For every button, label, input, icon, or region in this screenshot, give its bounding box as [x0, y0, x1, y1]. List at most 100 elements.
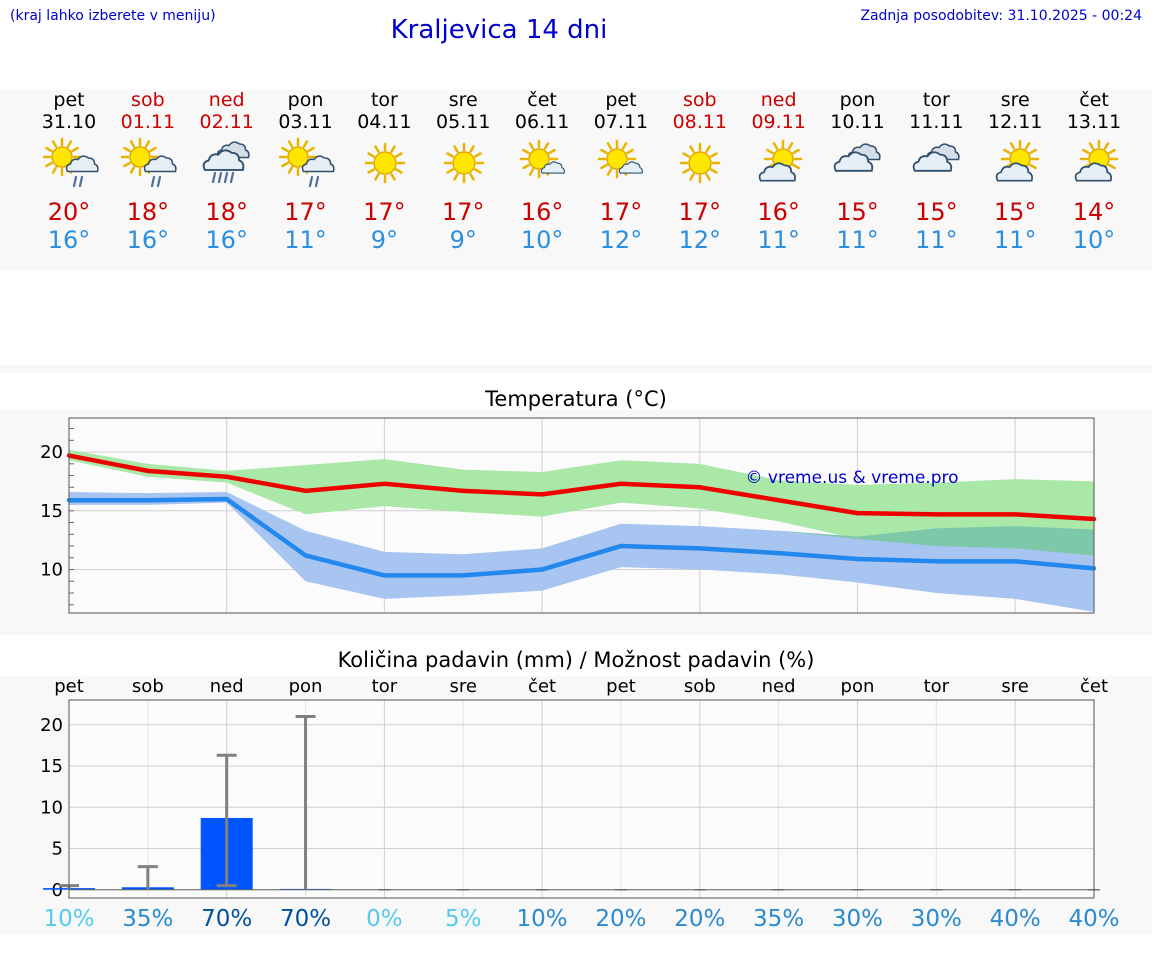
- page-title: Kraljevica 14 dni: [390, 15, 608, 45]
- plot-frame: [68, 417, 1095, 614]
- temp-min: 9°: [370, 226, 399, 254]
- temp-max: 17°: [599, 198, 643, 226]
- sun-icon: [364, 142, 406, 184]
- max-temp-point: [697, 485, 702, 490]
- day-date: 12.11: [987, 111, 1043, 133]
- temp-min: 10°: [1072, 226, 1116, 254]
- min-temp-point: [697, 546, 702, 551]
- min-temp-point: [618, 543, 624, 549]
- day-date: 08.11: [672, 111, 727, 133]
- y-tick-label: 0: [52, 880, 63, 901]
- sun-small-cloud-icon: [519, 139, 565, 179]
- min-temp-point: [303, 553, 308, 558]
- cloud-heavy-rain-icon: [202, 141, 250, 184]
- temp-min: 11°: [836, 226, 879, 254]
- sun-cloud-icon: [1074, 139, 1118, 182]
- temp-max: 20°: [47, 198, 91, 226]
- rain-probability: 70%: [201, 906, 252, 932]
- min-temp-point: [145, 498, 151, 503]
- day-date: 06.11: [514, 111, 570, 133]
- x-day-label: ned: [210, 676, 244, 697]
- temp-max: 15°: [836, 198, 879, 226]
- sun-cloud-rain-icon: [278, 137, 335, 188]
- day-name: sre: [1000, 89, 1030, 111]
- min-temp-point: [461, 573, 466, 578]
- y-tick-label: 5: [52, 839, 63, 860]
- day-name: ned: [760, 89, 797, 111]
- temp-max: 16°: [520, 198, 564, 226]
- sun-cloud-icon: [758, 139, 803, 182]
- day-column: sre 05.11 17° 9°: [424, 88, 503, 254]
- x-day-label: tor: [924, 676, 950, 697]
- x-day-label: sob: [132, 676, 164, 697]
- max-temp-point: [145, 468, 151, 474]
- daily-forecast: pet 31.10 20° 16° sob 01.11 18° 16° ned 02.11 18° 1…: [30, 88, 1134, 258]
- y-tick-label: 20: [40, 442, 63, 463]
- temp-min: 11°: [993, 226, 1037, 254]
- rain-probability: 30%: [832, 906, 883, 932]
- y-tick-label: 15: [40, 501, 63, 522]
- day-date: 04.11: [357, 111, 412, 133]
- rain-probability: 30%: [911, 906, 962, 932]
- x-day-label: čet: [1080, 676, 1108, 697]
- day-column: tor 04.11 17° 9°: [345, 88, 424, 254]
- temp-max: 17°: [678, 198, 722, 226]
- temp-max: 15°: [993, 198, 1037, 226]
- temp-max: 17°: [284, 198, 327, 226]
- x-day-label: pon: [841, 676, 875, 697]
- temp-min: 10°: [520, 226, 564, 254]
- day-date: 10.11: [830, 111, 885, 133]
- day-name: tor: [370, 89, 398, 111]
- day-date: 09.11: [751, 111, 806, 133]
- day-name: čet: [527, 89, 557, 111]
- y-tick-label: 20: [40, 715, 63, 736]
- temp-max: 18°: [205, 198, 248, 226]
- day-name: sre: [448, 89, 478, 111]
- rain-probability: 0%: [366, 906, 403, 932]
- day-column: ned 09.11 16° 11°: [739, 88, 818, 254]
- cloud-icon: [833, 143, 881, 172]
- day-date: 05.11: [436, 111, 491, 133]
- separator-band: [0, 365, 1152, 373]
- precipitation-chart: 0 5 10 15 20 pet sob ned pon tor sre čet pet sob ned po…: [40, 676, 1119, 932]
- x-day-label: sre: [1001, 676, 1028, 697]
- x-day-label: pet: [606, 676, 636, 697]
- x-day-label: ned: [762, 676, 796, 697]
- max-temp-point: [618, 481, 624, 486]
- precipitation-chart-title: Količina padavin (mm) / Možnost padavin …: [337, 648, 815, 672]
- temp-max: 17°: [363, 198, 406, 226]
- temp-min: 16°: [126, 226, 170, 254]
- max-temp-point: [934, 512, 939, 517]
- day-date: 31.10: [41, 111, 97, 133]
- max-temp-line: [68, 453, 1095, 522]
- temp-min: 11°: [915, 226, 958, 254]
- temp-min: 12°: [599, 226, 643, 254]
- day-name: ned: [208, 89, 245, 111]
- day-column: ned 02.11 18° 16°: [187, 88, 266, 254]
- min-temp-point: [539, 567, 545, 572]
- min-temp-point: [224, 496, 229, 502]
- temp-max: 14°: [1072, 198, 1116, 226]
- day-date: 07.11: [593, 111, 649, 133]
- day-name: pon: [839, 89, 876, 111]
- sun-cloud-icon: [995, 139, 1039, 182]
- x-day-label: tor: [372, 676, 398, 697]
- rain-probability: 35%: [122, 906, 173, 932]
- location-menu-hint[interactable]: (kraj lahko izberete v meniju): [10, 8, 216, 24]
- rain-probability: 20%: [595, 906, 646, 932]
- temp-min: 9°: [449, 226, 477, 254]
- rain-probability: 35%: [753, 906, 804, 932]
- day-name: pon: [287, 89, 324, 111]
- x-day-label: čet: [528, 676, 556, 697]
- y-tick-label: 10: [40, 797, 63, 818]
- rain-probability: 40%: [990, 906, 1041, 932]
- day-column: sob 01.11 18° 16°: [108, 88, 187, 254]
- max-temp-point: [1012, 512, 1018, 517]
- x-day-label: pet: [54, 676, 84, 697]
- temp-max: 18°: [126, 198, 170, 226]
- temperature-chart: 10 15 20 © vreme.us & vreme.pro: [40, 417, 1097, 614]
- temp-min: 11°: [284, 226, 327, 254]
- rain-probability: 10%: [517, 906, 568, 932]
- max-temp-point: [539, 492, 545, 497]
- rain-probability: 40%: [1068, 906, 1119, 932]
